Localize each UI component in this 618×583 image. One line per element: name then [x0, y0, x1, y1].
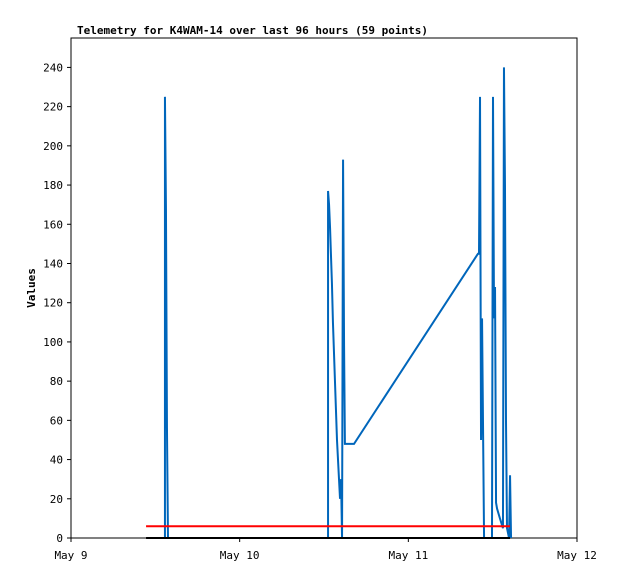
y-tick-label: 40 [50, 454, 63, 467]
chart-title: Telemetry for K4WAM-14 over last 96 hour… [77, 24, 428, 37]
y-tick-label: 60 [50, 414, 63, 427]
y-tick-label: 220 [43, 101, 63, 114]
y-tick-label: 140 [43, 257, 63, 270]
y-tick-label: 20 [50, 493, 63, 506]
x-tick-label: May 12 [557, 549, 597, 562]
y-tick-label: 240 [43, 61, 63, 74]
y-tick-label: 80 [50, 375, 63, 388]
x-tick-label: May 10 [220, 549, 260, 562]
y-axis-label: Values [25, 268, 38, 308]
y-tick-label: 100 [43, 336, 63, 349]
y-tick-label: 0 [56, 532, 63, 545]
y-tick-label: 200 [43, 140, 63, 153]
y-tick-label: 160 [43, 218, 63, 231]
y-tick-label: 180 [43, 179, 63, 192]
series-line [163, 67, 513, 539]
y-tick-label: 120 [43, 297, 63, 310]
x-tick-label: May 9 [54, 549, 87, 562]
x-tick-label: May 11 [388, 549, 428, 562]
plot-frame [70, 37, 578, 539]
